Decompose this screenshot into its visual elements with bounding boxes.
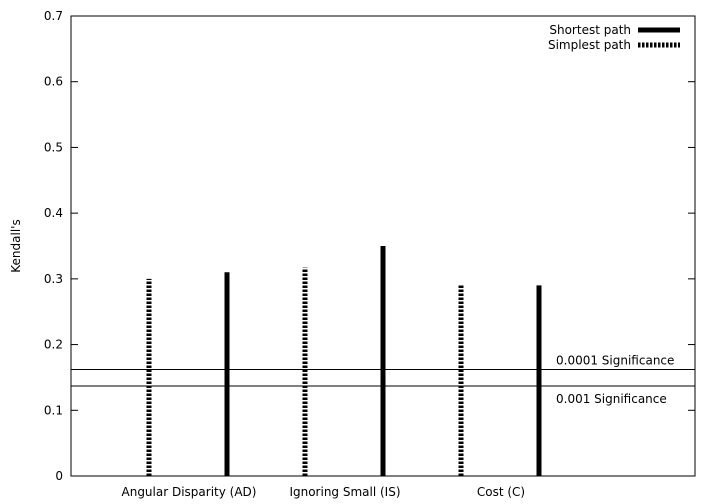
x-tick-label: Cost (C)	[477, 485, 525, 499]
y-tick-label: 0.6	[44, 75, 63, 89]
legend-label: Simplest path	[548, 38, 631, 52]
y-tick-label: 0.1	[44, 403, 63, 417]
y-tick-label: 0.5	[44, 140, 63, 154]
y-tick-label: 0.3	[44, 272, 63, 286]
y-axis-label: Kendall's	[9, 219, 23, 272]
legend-label: Shortest path	[549, 23, 631, 37]
x-tick-label: Angular Disparity (AD)	[122, 485, 257, 499]
x-axis: Angular Disparity (AD) Ignoring Small (IS…	[122, 485, 526, 499]
x-tick-label: Ignoring Small (IS)	[289, 485, 400, 499]
y-axis: 0 0.1 0.2 0.3 0.4 0.5 0.6 0.7	[44, 9, 695, 483]
y-tick-label: 0	[55, 469, 63, 483]
y-tick-label: 0.4	[44, 206, 63, 220]
y-tick-label: 0.2	[44, 338, 63, 352]
reference-line-label: 0.001 Significance	[556, 392, 667, 406]
y-tick-label: 0.7	[44, 9, 63, 23]
reference-line-label: 0.0001 Significance	[556, 354, 674, 368]
bars	[146, 246, 542, 476]
